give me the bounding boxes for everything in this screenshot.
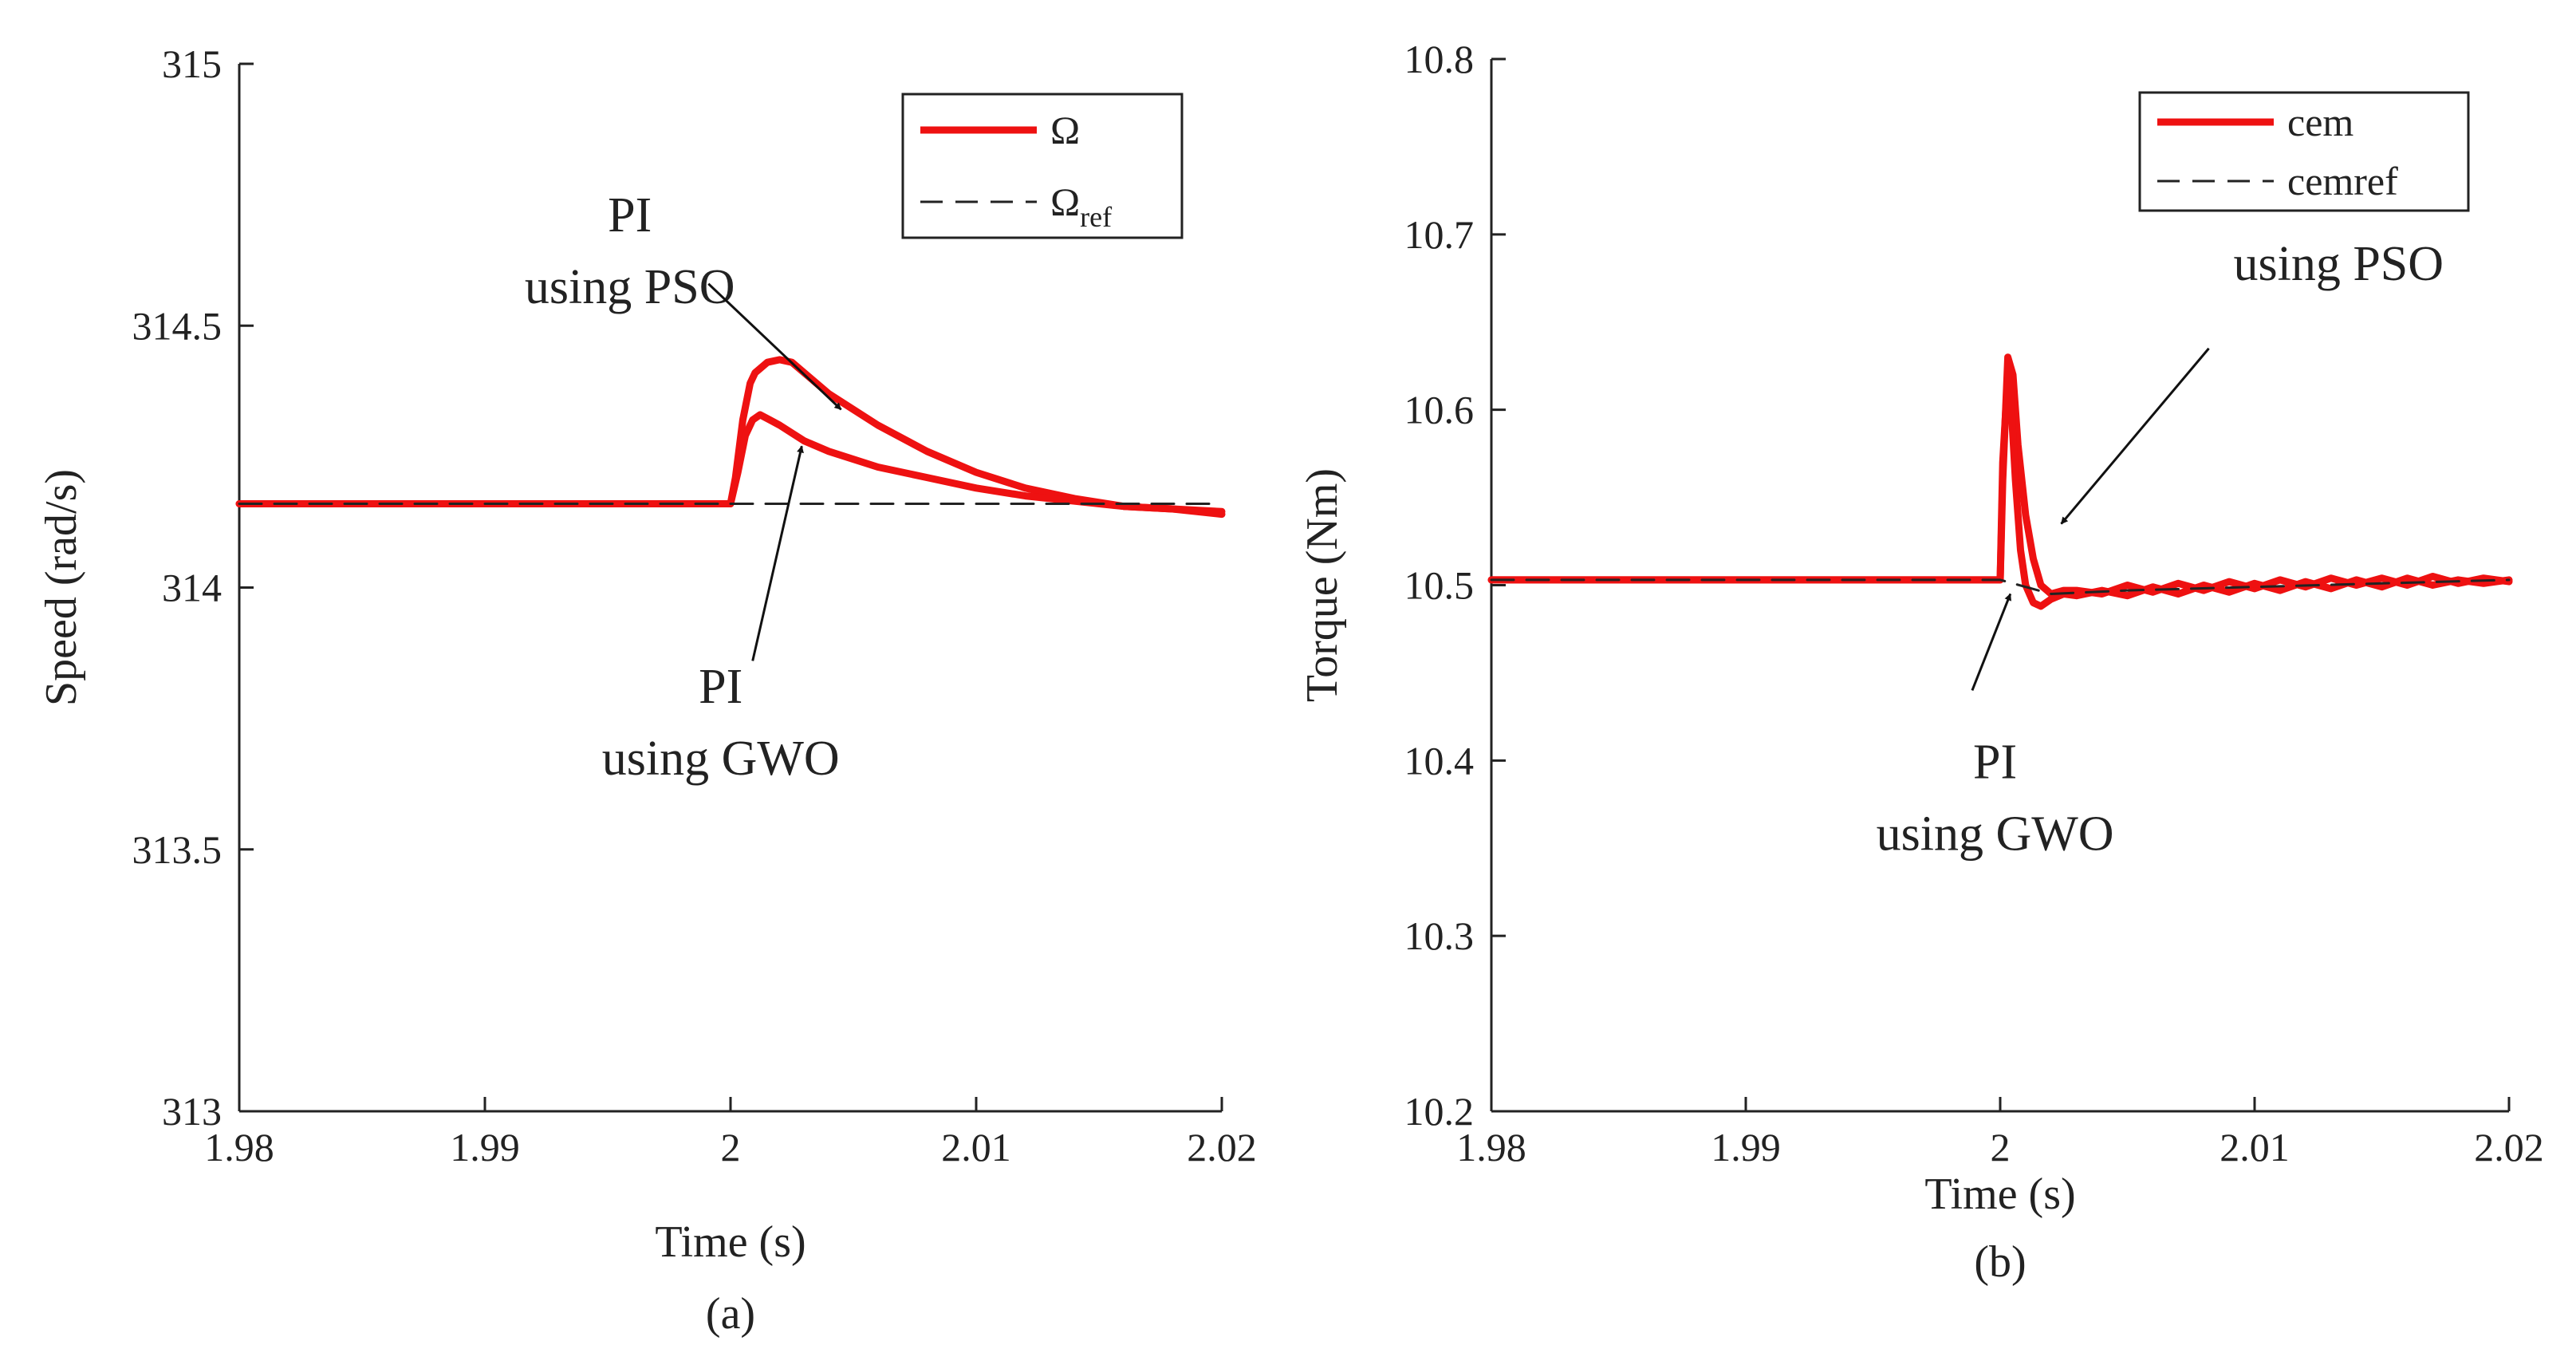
legend-box (901, 93, 1184, 239)
x-tick-label: 2.01 (2220, 1125, 2290, 1170)
legend-entry-subscript: ref (1080, 201, 1112, 233)
annotation-arrow (1971, 593, 2012, 691)
legend-entry-main: cemref (2287, 159, 2398, 203)
series-line (235, 411, 1226, 515)
x-tick-label: 1.99 (1711, 1125, 1781, 1170)
x-tick-label: 1.98 (204, 1125, 274, 1170)
panel-label: (b) (1974, 1237, 2026, 1287)
x-axis-label: Time (s) (655, 1217, 805, 1267)
legend-entry-label: Ω (1050, 108, 1080, 152)
legend-entry-label: cemref (2287, 159, 2398, 203)
annotation-arrow (751, 445, 804, 661)
y-tick-label: 10.2 (1404, 1089, 1475, 1134)
y-tick-label: 314.5 (132, 303, 223, 348)
panel-label: (a) (706, 1289, 755, 1339)
legend-entry-label: cem (2287, 100, 2353, 144)
annotation-text: PI (699, 660, 742, 714)
legend-entry-main: Ω (1050, 108, 1080, 152)
y-tick-label: 315 (162, 41, 222, 86)
legend-box (2138, 91, 2470, 212)
y-tick-label: 10.4 (1404, 738, 1475, 783)
annotation-arrow (707, 282, 842, 411)
y-tick-label: 313 (162, 1089, 222, 1134)
y-tick-label: 10.7 (1404, 212, 1475, 257)
annotation-text: PI (1973, 735, 2017, 789)
panel-a-speed-chart: 1.98 1.99 2 2.01 2.02 313 313.5 314 314.5 315 Time… (37, 41, 1257, 1339)
reference-series-line (1490, 578, 2511, 595)
x-tick-label: 2 (1991, 1125, 2011, 1170)
legend-entry-main: cem (2287, 100, 2353, 144)
x-tick-label: 2.02 (2474, 1125, 2544, 1170)
x-tick-label: 2.02 (1187, 1125, 1257, 1170)
annotation-text: using GWO (602, 732, 840, 786)
x-tick-label: 1.98 (1456, 1125, 1526, 1170)
annotation-arrow (2060, 347, 2210, 525)
series-line (1487, 371, 2513, 610)
annotation-text: PI (608, 188, 652, 243)
y-tick-label: 10.6 (1404, 388, 1475, 432)
y-axis-label: Speed (rad/s) (37, 469, 86, 706)
y-tick-label: 10.3 (1404, 913, 1475, 958)
legend-entry-main: Ω (1050, 179, 1080, 224)
y-tick-label: 314 (162, 566, 222, 610)
x-tick-label: 1.99 (450, 1125, 520, 1170)
x-tick-label: 2 (721, 1125, 741, 1170)
y-axis-label: Torque (Nm) (1298, 468, 1347, 702)
legend-entry-label: Ωref (1050, 179, 1112, 233)
annotation-text: using PSO (2233, 237, 2444, 291)
x-tick-label: 2.01 (941, 1125, 1011, 1170)
y-tick-label: 10.8 (1404, 37, 1475, 81)
annotation-text: using PSO (525, 260, 735, 314)
panel-b-torque-chart: 1.98 1.99 2 2.01 2.02 10.2 10.3 10.4 10.5 10.6 10.… (1298, 37, 2544, 1287)
y-tick-label: 10.5 (1404, 563, 1475, 608)
x-axis-label: Time (s) (1924, 1170, 2075, 1219)
y-tick-label: 313.5 (132, 827, 223, 872)
annotation-text: using GWO (1877, 807, 2114, 861)
